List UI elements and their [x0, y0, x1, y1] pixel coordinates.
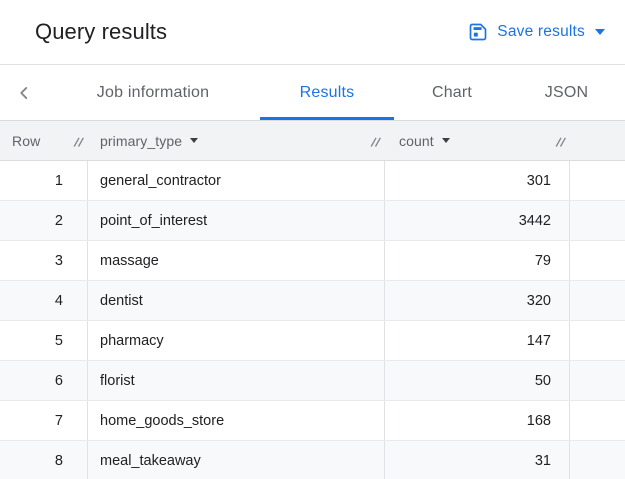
cell-count: 147: [385, 321, 570, 360]
cell-count: 79: [385, 241, 570, 280]
column-header-filler: [570, 121, 625, 160]
cell-row-number: 3: [0, 241, 88, 280]
table-row: 3 massage 79: [0, 241, 625, 281]
results-table: Row primary_type count: [0, 121, 625, 479]
table-row: 7 home_goods_store 168: [0, 401, 625, 441]
cell-primary-type: massage: [88, 241, 385, 280]
table-row: 1 general_contractor 301: [0, 161, 625, 201]
column-header-primary-type[interactable]: primary_type: [88, 121, 385, 160]
column-label: Row: [12, 132, 41, 149]
table-row: 6 florist 50: [0, 361, 625, 401]
column-header-row: Row: [0, 121, 88, 160]
cell-count: 301: [385, 161, 570, 200]
cell-count: 50: [385, 361, 570, 400]
cell-primary-type: florist: [88, 361, 385, 400]
tab-label: Results: [299, 83, 355, 101]
tab-results[interactable]: Results: [258, 65, 396, 120]
column-header-count[interactable]: count: [385, 121, 570, 160]
cell-count: 168: [385, 401, 570, 440]
cell-row-number: 5: [0, 321, 88, 360]
save-results-label: Save results: [497, 23, 585, 40]
cell-count: 320: [385, 281, 570, 320]
sort-caret-icon: [190, 138, 199, 143]
column-resize-handle[interactable]: [368, 135, 382, 149]
tabs-scroll-back-button[interactable]: [0, 65, 48, 120]
cell-filler: [570, 321, 625, 360]
cell-primary-type: meal_takeaway: [88, 441, 385, 479]
table-body: 1 general_contractor 301 2 point_of_inte…: [0, 161, 625, 479]
column-resize-handle[interactable]: [553, 135, 567, 149]
cell-filler: [570, 241, 625, 280]
panel-header: Query results Save results: [0, 0, 625, 65]
cell-primary-type: dentist: [88, 281, 385, 320]
cell-filler: [570, 161, 625, 200]
chevron-left-icon: [13, 82, 35, 104]
cell-row-number: 8: [0, 441, 88, 479]
cell-filler: [570, 361, 625, 400]
cell-row-number: 7: [0, 401, 88, 440]
cell-row-number: 2: [0, 201, 88, 240]
cell-row-number: 1: [0, 161, 88, 200]
table-row: 5 pharmacy 147: [0, 321, 625, 361]
save-icon: [468, 22, 488, 42]
page-title: Query results: [35, 19, 168, 44]
cell-primary-type: home_goods_store: [88, 401, 385, 440]
column-label: primary_type: [100, 132, 183, 149]
cell-primary-type: point_of_interest: [88, 201, 385, 240]
save-results-button[interactable]: Save results: [466, 18, 607, 46]
table-row: 2 point_of_interest 3442: [0, 201, 625, 241]
cell-count: 31: [385, 441, 570, 479]
table-row: 8 meal_takeaway 31: [0, 441, 625, 479]
cell-filler: [570, 281, 625, 320]
tab-label: Chart: [431, 83, 473, 101]
cell-filler: [570, 201, 625, 240]
cell-filler: [570, 401, 625, 440]
table-header-row: Row primary_type count: [0, 121, 625, 161]
cell-row-number: 6: [0, 361, 88, 400]
cell-count: 3442: [385, 201, 570, 240]
sort-caret-icon: [441, 138, 450, 143]
tab-chart[interactable]: Chart: [396, 65, 508, 120]
tab-label: JSON: [544, 83, 589, 101]
table-row: 4 dentist 320: [0, 281, 625, 321]
cell-row-number: 4: [0, 281, 88, 320]
cell-primary-type: general_contractor: [88, 161, 385, 200]
save-dropdown-caret-icon: [595, 29, 605, 35]
column-resize-handle[interactable]: [71, 135, 85, 149]
tab-json[interactable]: JSON: [508, 65, 625, 120]
tab-label: Job information: [96, 83, 210, 101]
column-label: count: [399, 132, 434, 149]
cell-filler: [570, 441, 625, 479]
tab-job-information[interactable]: Job information: [48, 65, 258, 120]
cell-primary-type: pharmacy: [88, 321, 385, 360]
results-tab-bar: Job information Results Chart JSON: [0, 65, 625, 121]
